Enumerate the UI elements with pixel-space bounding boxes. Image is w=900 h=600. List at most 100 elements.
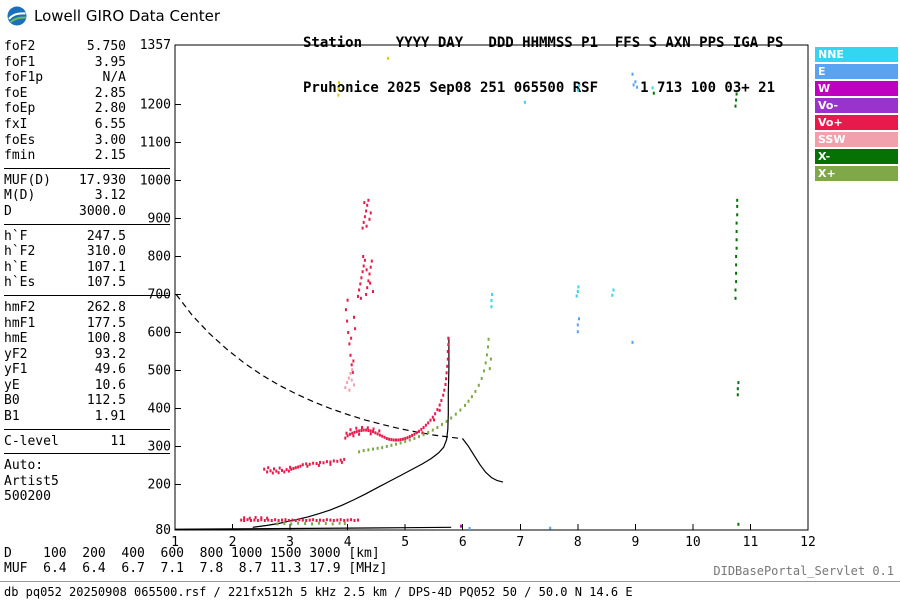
param-value: 247.5 xyxy=(86,228,126,244)
legend-item-e: E xyxy=(815,64,898,79)
param-row: yE 10.6 xyxy=(4,378,126,394)
param-value: 6.55 xyxy=(94,116,126,132)
param-row: foEs 3.00 xyxy=(4,133,126,149)
param-value: 17.930 xyxy=(79,172,126,188)
param-row: hmF2 262.8 xyxy=(4,300,126,316)
legend-item-w: W xyxy=(815,81,898,96)
param-value: 310.0 xyxy=(86,244,126,260)
param-value: 112.5 xyxy=(86,393,126,409)
param-value: 2.85 xyxy=(94,85,126,101)
param-label: yF2 xyxy=(4,346,28,362)
svg-text:9: 9 xyxy=(631,535,639,550)
param-value: 100.8 xyxy=(86,331,126,347)
param-value: 107.1 xyxy=(86,259,126,275)
giro-logo-icon xyxy=(6,5,28,27)
param-label: hmF2 xyxy=(4,299,36,315)
svg-text:1: 1 xyxy=(171,535,179,550)
param-value: 2.15 xyxy=(94,148,126,164)
param-label: foF1p xyxy=(4,70,44,86)
param-row: h`E 107.1 xyxy=(4,260,126,276)
param-row: fmin 2.15 xyxy=(4,148,126,164)
svg-text:200: 200 xyxy=(148,477,171,492)
svg-text:2: 2 xyxy=(229,535,237,550)
param-row: h`F 247.5 xyxy=(4,229,126,245)
param-row: foEp 2.80 xyxy=(4,101,126,117)
param-row: Artist5 xyxy=(4,474,172,490)
svg-text:1000: 1000 xyxy=(140,174,171,189)
svg-text:8: 8 xyxy=(574,535,582,550)
param-group-divider xyxy=(4,428,170,430)
param-value: 1.91 xyxy=(94,409,126,425)
svg-text:900: 900 xyxy=(148,212,171,227)
param-row: hmE 100.8 xyxy=(4,331,126,347)
param-row: foE 2.85 xyxy=(4,86,126,102)
param-label: yF1 xyxy=(4,362,28,378)
header-fields-line: Station YYYY DAY DDD HHMMSS P1 FFS S AXN… xyxy=(303,35,784,51)
svg-text:6: 6 xyxy=(459,535,467,550)
svg-text:1357: 1357 xyxy=(140,38,171,53)
param-row: fxI 6.55 xyxy=(4,117,126,133)
svg-text:800: 800 xyxy=(148,250,171,265)
param-group-divider xyxy=(4,167,170,169)
station-header: Station YYYY DAY DDD HHMMSS P1 FFS S AXN… xyxy=(303,6,783,126)
param-value: 3.12 xyxy=(94,188,126,204)
param-group-divider xyxy=(4,453,170,455)
param-group-divider xyxy=(4,223,170,225)
param-row: 500200 xyxy=(4,489,172,505)
param-label: M(D) xyxy=(4,188,36,204)
param-label: 500200 xyxy=(4,489,51,505)
param-row: foF1p N/A xyxy=(4,70,126,86)
legend-item-x: X+ xyxy=(815,166,898,181)
param-value: 5.750 xyxy=(86,39,126,54)
branding: Lowell GIRO Data Center xyxy=(6,5,220,27)
svg-text:500: 500 xyxy=(148,363,171,378)
legend-item-vo: Vo- xyxy=(815,98,898,113)
param-label: fmin xyxy=(4,148,36,164)
svg-text:12: 12 xyxy=(800,535,816,550)
muf-row: MUF 6.4 6.4 6.7 7.1 7.8 8.7 11.3 17.9 [M… xyxy=(4,561,388,576)
param-row: foF1 3.95 xyxy=(4,55,126,71)
param-label: C-level xyxy=(4,433,59,449)
param-row: h`Es 107.5 xyxy=(4,275,126,291)
param-value: 3.95 xyxy=(94,54,126,70)
legend-item-nne: NNE xyxy=(815,47,898,62)
param-label: yE xyxy=(4,377,20,393)
param-value: 2.80 xyxy=(94,101,126,117)
param-value: 107.5 xyxy=(86,275,126,291)
param-label: h`E xyxy=(4,259,28,275)
param-value: 49.6 xyxy=(94,362,126,378)
param-label: foEs xyxy=(4,132,36,148)
param-label: h`F xyxy=(4,228,28,244)
svg-text:1200: 1200 xyxy=(140,98,171,113)
param-row: B1 1.91 xyxy=(4,409,126,425)
svg-text:300: 300 xyxy=(148,439,171,454)
svg-text:10: 10 xyxy=(685,535,701,550)
svg-text:5: 5 xyxy=(401,535,409,550)
param-value: 93.2 xyxy=(94,346,126,362)
param-label: hmF1 xyxy=(4,315,36,331)
param-row: D 3000.0 xyxy=(4,204,126,220)
param-group-divider xyxy=(4,294,170,296)
param-label: foEp xyxy=(4,101,36,117)
param-label: hmE xyxy=(4,331,28,347)
param-label: D xyxy=(4,203,12,219)
param-row: foF2 5.750 xyxy=(4,39,126,55)
param-value: 177.5 xyxy=(86,315,126,331)
ionogram-plot: 1357120011001000900800700600500400300200… xyxy=(140,38,816,550)
svg-text:11: 11 xyxy=(743,535,759,550)
param-label: h`Es xyxy=(4,275,36,291)
param-value: 10.6 xyxy=(94,377,126,393)
param-label: foE xyxy=(4,85,28,101)
dmuf-table: D 100 200 400 600 800 1000 1500 3000 [km… xyxy=(4,546,388,576)
param-row: hmF1 177.5 xyxy=(4,316,126,332)
svg-text:1100: 1100 xyxy=(140,136,171,151)
param-label: B1 xyxy=(4,409,20,425)
servlet-version: DIDBasePortal_Servlet 0.1 xyxy=(713,564,894,578)
param-row: B0 112.5 xyxy=(4,393,126,409)
param-value: 3.00 xyxy=(94,132,126,148)
footer-divider xyxy=(0,581,900,582)
svg-text:700: 700 xyxy=(148,288,171,303)
param-row: C-level 11 xyxy=(4,434,126,450)
footer-info: db pq052 20250908 065500.rsf / 221fx512h… xyxy=(4,585,633,599)
param-label: B0 xyxy=(4,393,20,409)
